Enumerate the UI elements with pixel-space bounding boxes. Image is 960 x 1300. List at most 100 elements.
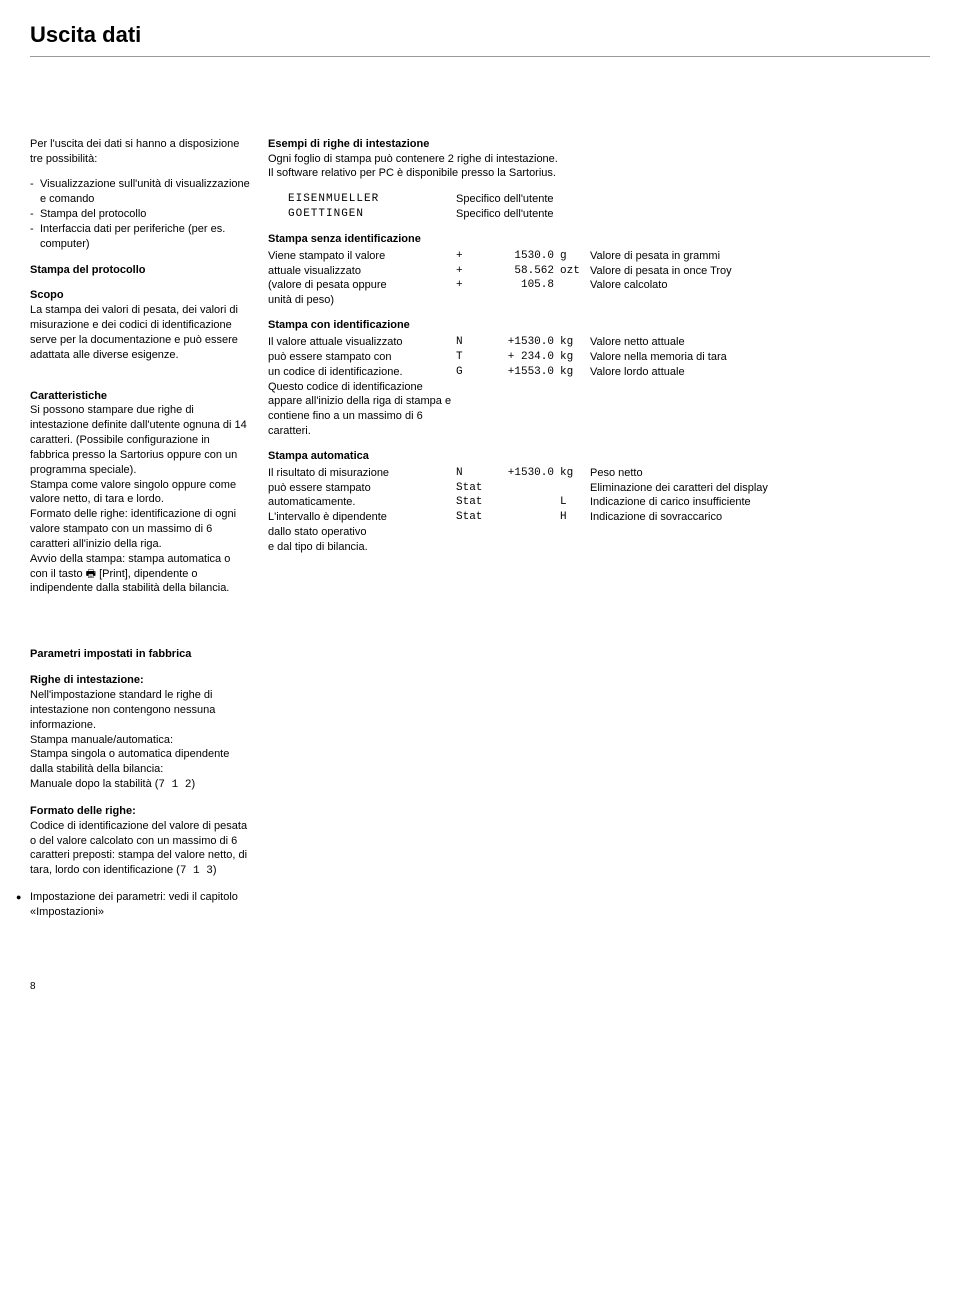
con-l4: Questo codice di identificazione appare … — [268, 380, 456, 439]
senza-v1: 1530.0 — [488, 249, 560, 264]
senza-d1: Valore di pesata in grammi — [590, 249, 930, 264]
eis-row: EISENMUELLER Specifico dell'utente — [268, 192, 930, 207]
senza-l1c: (valore di pesata oppure — [268, 278, 456, 293]
rule — [30, 56, 930, 57]
senza-v2: 58.562 — [488, 264, 560, 279]
auto-r3: automaticamente. Stat L Indicazione di c… — [268, 495, 930, 510]
auto-u2 — [560, 481, 590, 496]
plus: + — [456, 264, 488, 279]
h-senza: Stampa senza identificazione — [268, 232, 930, 247]
dash-icon: - — [30, 177, 40, 207]
con-c2: T — [456, 350, 488, 365]
senza-r3: (valore di pesata oppure + 105.8 Valore … — [268, 278, 930, 293]
opt1: - Visualizzazione sull'unità di visualiz… — [30, 177, 250, 207]
con-v1: +1530.0 — [488, 335, 560, 350]
auto-u3: L — [560, 495, 590, 510]
senza-u2: ozt — [560, 264, 590, 279]
senza-r1: Viene stampato il valore + 1530.0 g Valo… — [268, 249, 930, 264]
page-title: Uscita dati — [30, 20, 930, 50]
auto-v1: +1530.0 — [488, 466, 560, 481]
auto-c3: Stat — [456, 495, 506, 510]
auto-c1: N — [456, 466, 488, 481]
page-number: 8 — [30, 980, 930, 994]
h-formato: Formato delle righe: — [30, 805, 136, 817]
formato-body: Codice di identificazione del valore di … — [30, 820, 247, 877]
auto-c2: Stat — [456, 481, 506, 496]
con-l1: Il valore attuale visualizzato — [268, 335, 456, 350]
righe-body: Nell'impostazione standard le righe di i… — [30, 689, 229, 790]
car-body: Si possono stampare due righe di intesta… — [30, 404, 247, 594]
auto-v2 — [506, 481, 560, 496]
con-c1: N — [456, 335, 488, 350]
plus: + — [456, 249, 488, 264]
auto-u1: kg — [560, 466, 590, 481]
senza-r2: attuale visualizzato + 58.562 ozt Valore… — [268, 264, 930, 279]
con-d3: Valore lordo attuale — [590, 365, 930, 380]
car-block: Caratteristiche Si possono stampare due r… — [30, 374, 250, 597]
con-v2: + 234.0 — [488, 350, 560, 365]
goe-desc: Specifico dell'utente — [456, 207, 554, 222]
h-righe: Righe di intestazione: — [30, 674, 144, 686]
opt1-text: Visualizzazione sull'unità di visualizza… — [40, 177, 250, 207]
goe: GOETTINGEN — [268, 207, 456, 222]
con-r4: Questo codice di identificazione appare … — [268, 380, 930, 439]
auto-v4 — [506, 510, 560, 525]
formato-code: 7 1 3 — [180, 865, 213, 877]
senza-d3: Valore calcolato — [590, 278, 930, 293]
auto-r2: può essere stampato Stat Eliminazione de… — [268, 481, 930, 496]
opt2-text: Stampa del protocollo — [40, 207, 146, 222]
auto-c4: Stat — [456, 510, 506, 525]
auto-l2: può essere stampato — [268, 481, 456, 496]
senza-r4: unità di peso) — [268, 293, 930, 308]
con-v3: +1553.0 — [488, 365, 560, 380]
param-section: Parametri impostati in fabbrica Righe di… — [30, 647, 250, 920]
intro-text: Per l'uscita dei dati si hanno a disposi… — [30, 138, 239, 165]
h-car: Caratteristiche — [30, 390, 107, 402]
intro: Per l'uscita dei dati si hanno a disposi… — [30, 137, 250, 167]
plus: + — [456, 278, 488, 293]
con-r1: Il valore attuale visualizzato N +1530.0… — [268, 335, 930, 350]
auto-l3: automaticamente. — [268, 495, 456, 510]
auto-d4: Indicazione di sovraccarico — [590, 510, 930, 525]
con-d2: Valore nella memoria di tara — [590, 350, 930, 365]
senza-l1a: Viene stampato il valore — [268, 249, 456, 264]
auto-l6: e dal tipo di bilancia. — [268, 540, 456, 555]
auto-u4: H — [560, 510, 590, 525]
opt2: - Stampa del protocollo — [30, 207, 250, 222]
auto-r5: dallo stato operativo — [268, 525, 930, 540]
auto-r6: e dal tipo di bilancia. — [268, 540, 930, 555]
auto-v3 — [506, 495, 560, 510]
righe-block: Righe di intestazione: Nell'impostazione… — [30, 673, 250, 793]
h-scopo: Scopo — [30, 289, 64, 301]
con-l2: può essere stampato con — [268, 350, 456, 365]
con-c3: G — [456, 365, 488, 380]
h-stampa: Stampa del protocollo — [30, 263, 250, 278]
left-column: Per l'uscita dei dati si hanno a disposi… — [30, 137, 250, 608]
h-esempi: Esempi di righe di intestazione — [268, 137, 930, 152]
con-d1: Valore netto attuale — [590, 335, 930, 350]
auto-l5: dallo stato operativo — [268, 525, 456, 540]
auto-d1: Peso netto — [590, 466, 930, 481]
auto-d2: Eliminazione dei caratteri del display — [590, 481, 930, 496]
senza-d2: Valore di pesata in once Troy — [590, 264, 930, 279]
scopo-block: Scopo La stampa dei valori di pesata, de… — [30, 288, 250, 362]
two-columns: Per l'uscita dei dati si hanno a disposi… — [30, 137, 930, 608]
scopo-body: La stampa dei valori di pesata, dei valo… — [30, 304, 238, 361]
senza-v3: 105.8 — [488, 278, 560, 293]
con-l3: un codice di identificazione. — [268, 365, 456, 380]
imp-block: Impostazione dei parametri: vedi il capi… — [30, 890, 250, 920]
dash-icon: - — [30, 207, 40, 222]
es-l1: Ogni foglio di stampa può contenere 2 ri… — [268, 152, 930, 167]
auto-d3: Indicazione di carico insufficiente — [590, 495, 930, 510]
senza-u1: g — [560, 249, 590, 264]
auto-r4: L'intervallo è dipendente Stat H Indicaz… — [268, 510, 930, 525]
dash-icon: - — [30, 222, 40, 252]
auto-l1: Il risultato di misurazione — [268, 466, 456, 481]
eis: EISENMUELLER — [268, 192, 456, 207]
h-param: Parametri impostati in fabbrica — [30, 647, 250, 662]
auto-l4: L'intervallo è dipendente — [268, 510, 456, 525]
h-auto: Stampa automatica — [268, 449, 930, 464]
goe-row: GOETTINGEN Specifico dell'utente — [268, 207, 930, 222]
con-u3: kg — [560, 365, 590, 380]
righe-code: 7 1 2 — [158, 779, 191, 791]
